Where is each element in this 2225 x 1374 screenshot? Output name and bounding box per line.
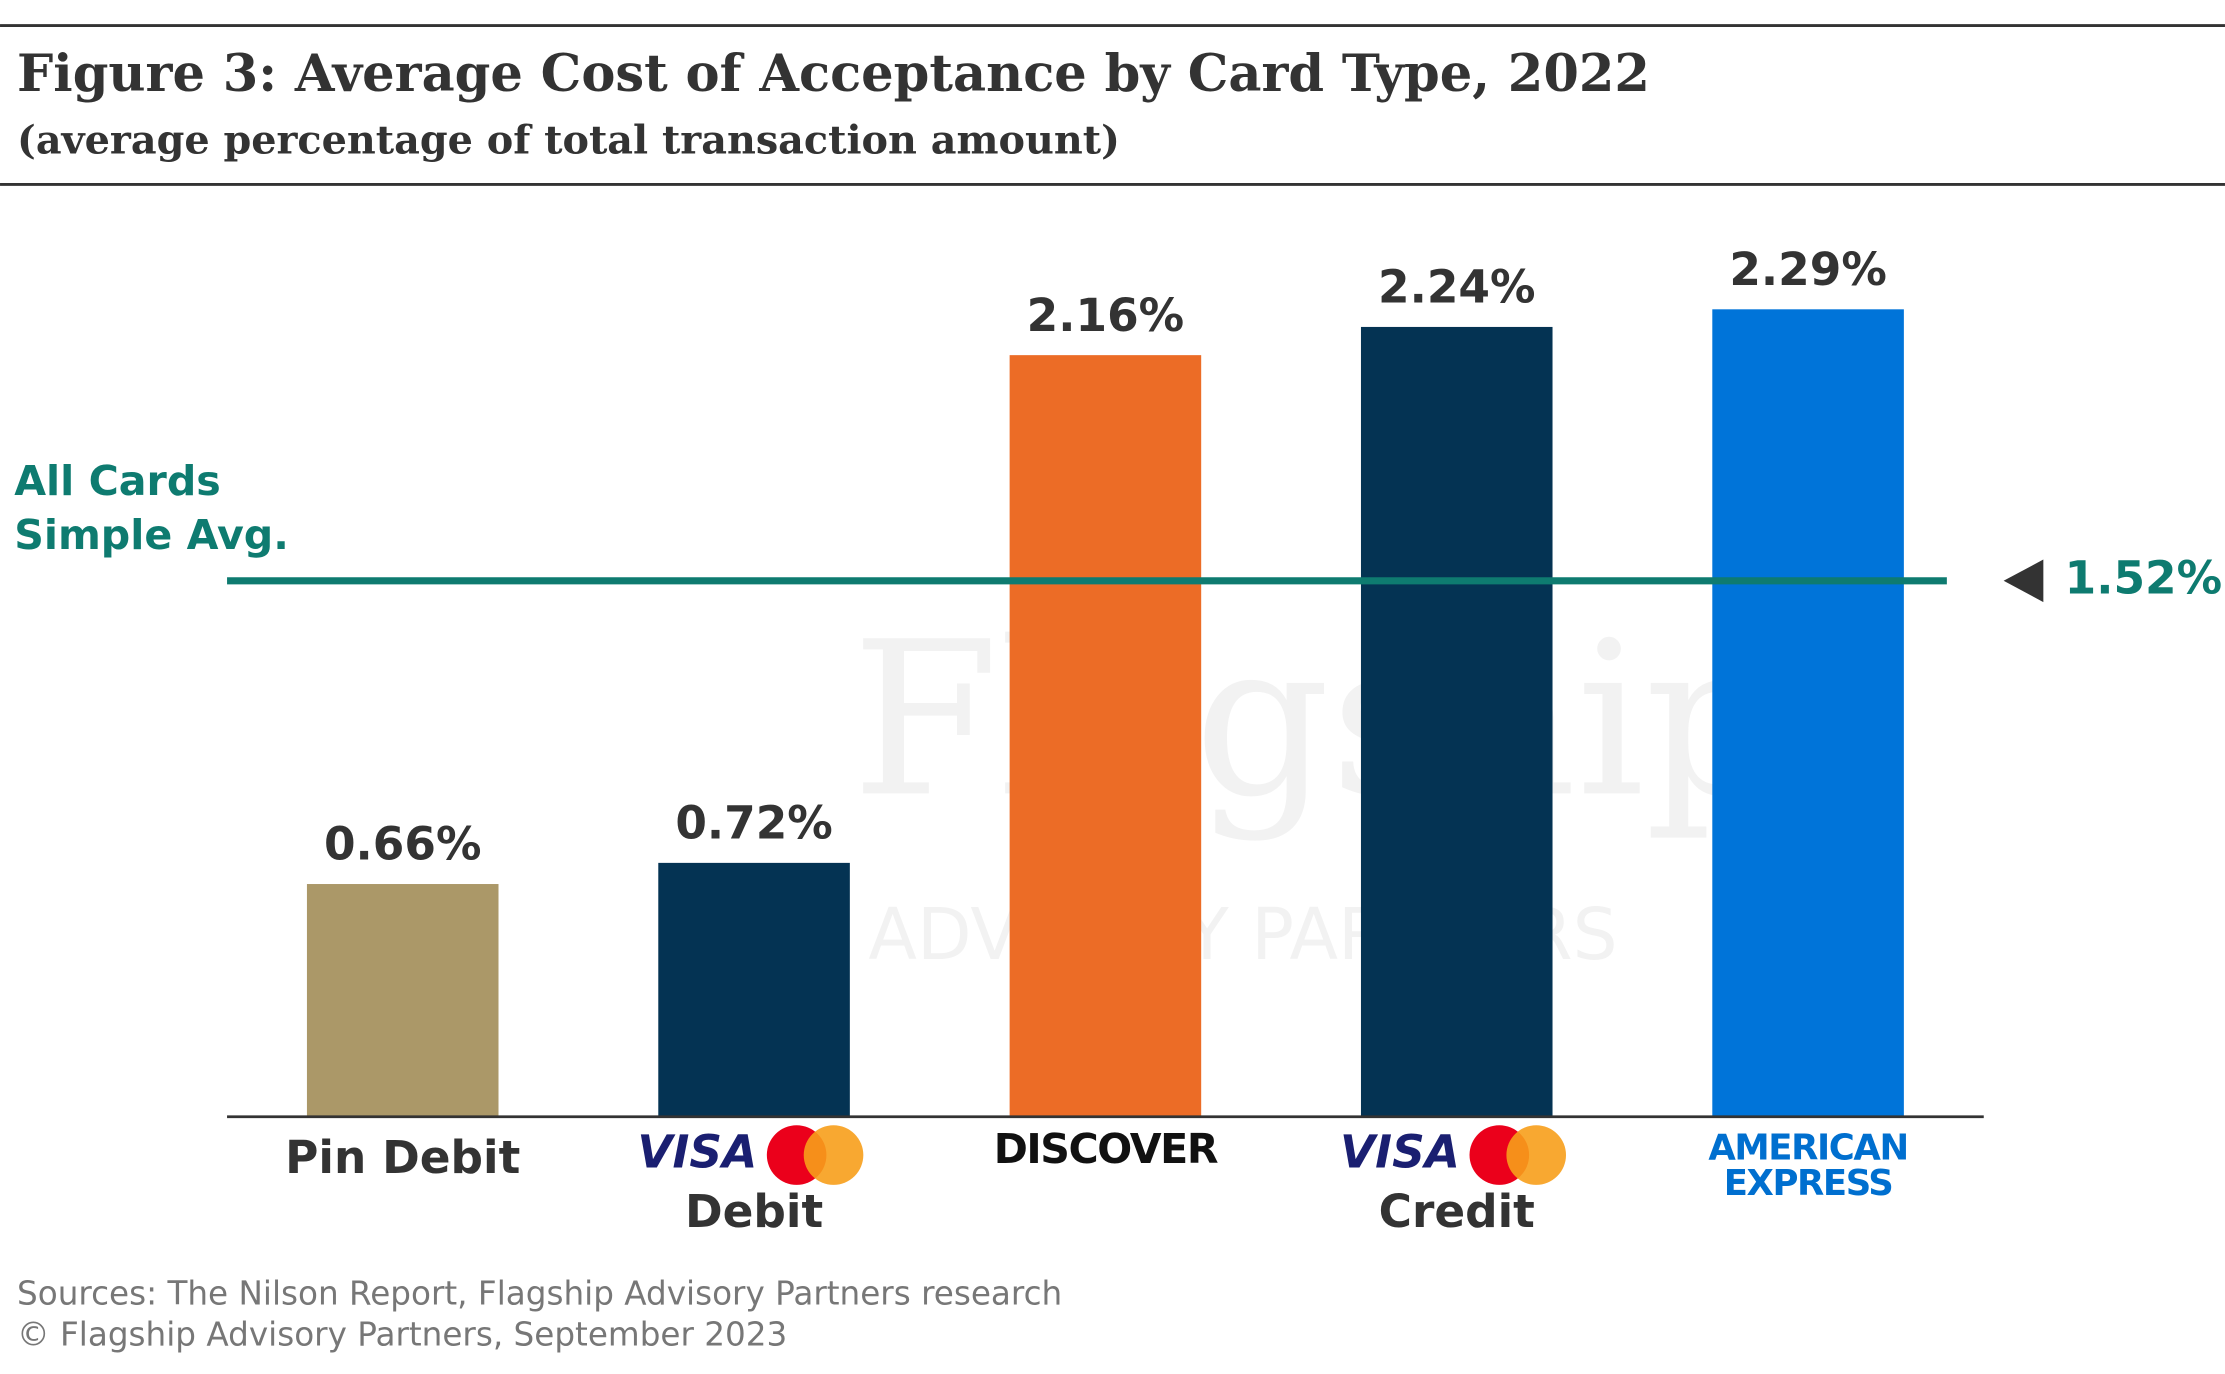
x-tick-label: DISCOVER — [994, 1125, 1218, 1173]
x-tick-label: Credit — [1379, 1185, 1535, 1238]
x-tick-label: Pin Debit — [285, 1131, 520, 1184]
reference-label: All Cards — [14, 457, 221, 505]
mastercard-logo — [803, 1125, 864, 1185]
watermark: Flagship — [851, 596, 1780, 844]
bar — [658, 862, 850, 1117]
data-label: 0.72% — [675, 796, 832, 849]
source-note: © Flagship Advisory Partners, September … — [17, 1316, 787, 1354]
reference-value: 1.52% — [2065, 551, 2222, 604]
reference-arrow — [2003, 559, 2044, 603]
data-label: 2.16% — [1027, 289, 1184, 342]
bar — [306, 884, 499, 1117]
amex-logo: AMERICAN EXPRESS — [1708, 1129, 1909, 1204]
bar — [1360, 326, 1553, 1117]
source-note: Sources: The Nilson Report, Flagship Adv… — [17, 1275, 1062, 1313]
visa-logo: VISA — [637, 1126, 757, 1179]
bar — [1009, 355, 1202, 1117]
visa-logo: VISA — [1340, 1126, 1460, 1179]
mastercard-logo — [1506, 1125, 1567, 1185]
chart-title: Figure 3: Average Cost of Acceptance by … — [17, 44, 1650, 104]
data-label: 0.66% — [324, 818, 481, 871]
reference-label: Simple Avg. — [14, 511, 289, 559]
chart-subtitle: (average percentage of total transaction… — [17, 117, 1120, 163]
data-label: 2.24% — [1378, 261, 1535, 314]
bar — [1712, 309, 1904, 1117]
x-tick-label: Debit — [685, 1185, 823, 1238]
data-label: 2.29% — [1729, 243, 1886, 296]
x-tick-label: AMERICAN EXPRESS — [1708, 1129, 1909, 1204]
